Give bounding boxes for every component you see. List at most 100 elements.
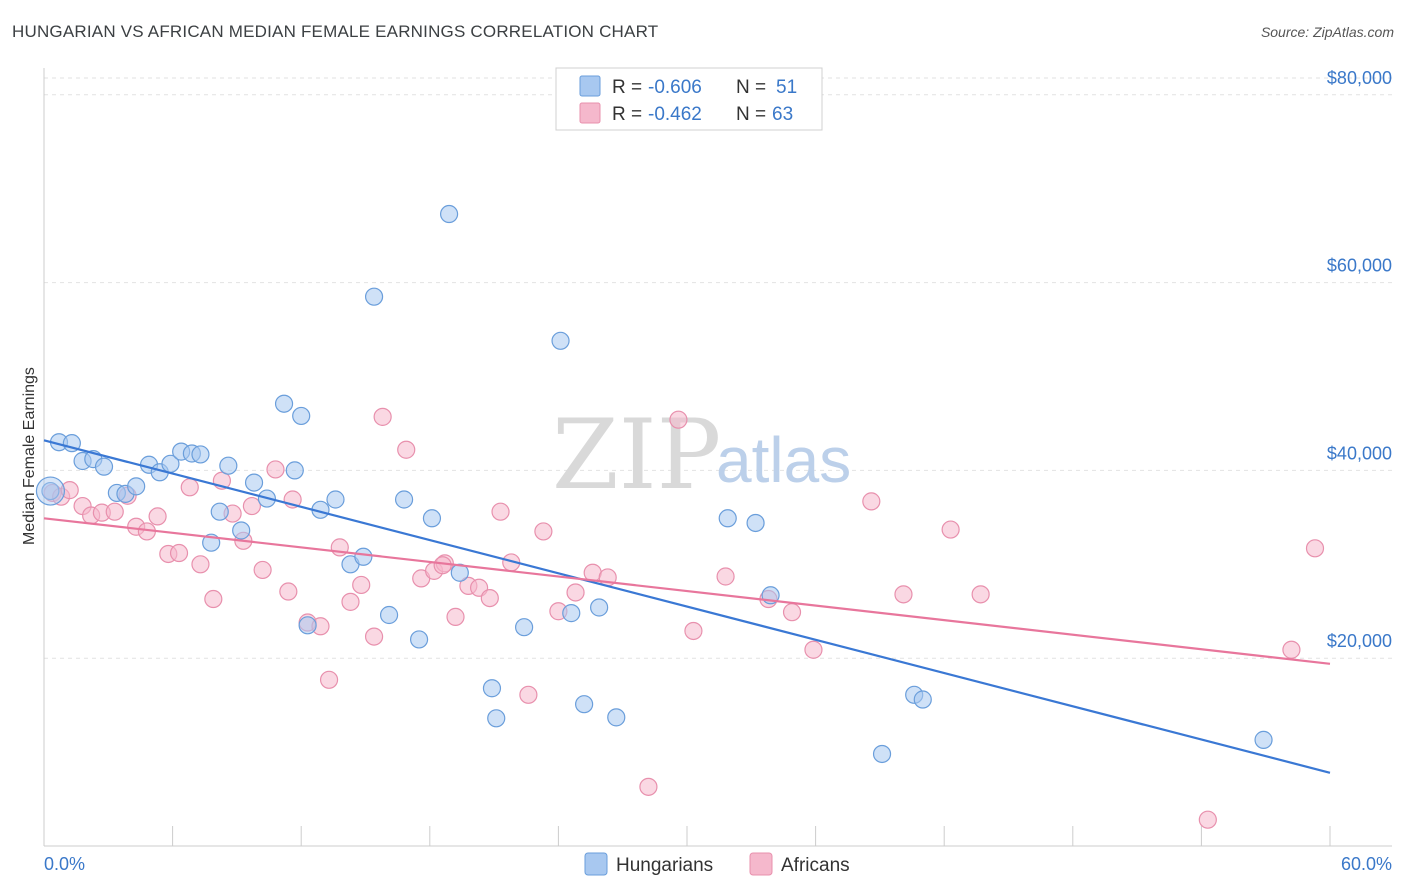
africans-point bbox=[639, 777, 658, 796]
bottom-legend-label-hungarians: Hungarians bbox=[616, 855, 713, 876]
africans-point bbox=[716, 567, 735, 586]
legend-n-value-2: 63 bbox=[772, 104, 793, 125]
hungarians-point bbox=[94, 457, 114, 476]
hungarians-point bbox=[422, 509, 442, 528]
africans-point bbox=[180, 478, 199, 497]
bottom-legend-label-africans: Africans bbox=[781, 855, 850, 876]
hungarians-point bbox=[590, 598, 609, 617]
africans-point bbox=[266, 460, 285, 479]
y-tick-labels: $20,000 $40,000 $60,000 $80,000 bbox=[1327, 68, 1392, 651]
watermark-zip: ZIP bbox=[552, 399, 721, 511]
africans-point bbox=[566, 583, 585, 602]
africans-point bbox=[242, 496, 262, 516]
x-tick-label-min: 0.0% bbox=[44, 854, 85, 874]
hungarians-point bbox=[244, 473, 264, 492]
watermark: ZIP atlas bbox=[552, 399, 851, 511]
africans-point bbox=[782, 603, 802, 622]
africans-point bbox=[279, 582, 298, 601]
legend-r-label-2: R = bbox=[612, 104, 642, 125]
bottom-legend: Hungarians Africans bbox=[584, 852, 850, 876]
y-tick-label: $60,000 bbox=[1327, 256, 1392, 276]
africans-point bbox=[1305, 539, 1325, 558]
hungarians-point bbox=[1254, 730, 1273, 749]
hungarians-point bbox=[607, 708, 626, 727]
legend-r-value-1: -0.606 bbox=[648, 77, 702, 98]
africans-point bbox=[480, 588, 499, 608]
legend-swatch-africans bbox=[579, 102, 601, 124]
hungarians-point bbox=[394, 490, 414, 509]
africans-point bbox=[534, 522, 553, 541]
africans-point bbox=[446, 607, 465, 626]
legend-n-label-1: N = bbox=[736, 77, 766, 98]
hungarians-point bbox=[219, 456, 238, 475]
hungarians-point bbox=[232, 521, 251, 540]
x-tick-label-max: 60.0% bbox=[1341, 854, 1392, 874]
hungarians-point bbox=[515, 618, 534, 637]
y-tick-label: $40,000 bbox=[1327, 443, 1392, 463]
legend: R = -0.606 N = 51 R = -0.462 N = 63 bbox=[555, 67, 823, 131]
hungarians-point bbox=[379, 605, 399, 625]
africans-point bbox=[1198, 810, 1217, 829]
hungarians-point bbox=[487, 709, 506, 728]
africans-point bbox=[491, 502, 510, 521]
africans-point bbox=[894, 585, 913, 604]
hungarians-point bbox=[210, 502, 229, 521]
hungarians-point-large bbox=[35, 476, 66, 506]
africans-point bbox=[1282, 640, 1301, 659]
y-tick-label: $20,000 bbox=[1327, 631, 1392, 651]
hungarians-point bbox=[292, 406, 311, 426]
hungarians-point bbox=[298, 616, 317, 635]
y-tick-label: $80,000 bbox=[1327, 68, 1392, 88]
hungarians-point bbox=[718, 509, 737, 528]
hungarians-point bbox=[482, 679, 502, 698]
africans-point bbox=[204, 589, 223, 609]
legend-r-value-2: -0.462 bbox=[648, 104, 702, 125]
bottom-legend-swatch-africans bbox=[749, 852, 773, 876]
africans-point bbox=[804, 640, 823, 659]
africans-point bbox=[105, 502, 124, 521]
africans-trend-line bbox=[43, 517, 1331, 665]
hungarians-point bbox=[274, 394, 294, 413]
legend-n-label-2: N = bbox=[736, 104, 766, 125]
chart-title: HUNGARIAN VS AFRICAN MEDIAN FEMALE EARNI… bbox=[12, 22, 659, 41]
y-axis-label: Median Female Earnings bbox=[21, 367, 38, 545]
africans-point bbox=[169, 543, 189, 563]
hungarians-point bbox=[354, 547, 373, 566]
africans-point bbox=[862, 492, 881, 511]
hungarians-point bbox=[872, 744, 892, 764]
hungarians-point bbox=[326, 490, 345, 509]
africans-point bbox=[319, 670, 339, 689]
hungarians-point bbox=[913, 690, 932, 709]
bottom-legend-swatch-hungarians bbox=[584, 852, 608, 876]
africans-point bbox=[341, 592, 360, 611]
x-ticks bbox=[43, 826, 1331, 846]
hungarians-point bbox=[551, 331, 570, 350]
hungarians-point bbox=[746, 513, 765, 533]
africans-point bbox=[191, 555, 210, 574]
axes bbox=[43, 68, 1392, 847]
trend-lines bbox=[43, 439, 1331, 774]
hungarians-point bbox=[127, 477, 146, 496]
hungarians-point bbox=[439, 204, 459, 224]
africans-point bbox=[941, 520, 960, 539]
hungarians-point bbox=[575, 695, 594, 714]
grid-lines bbox=[44, 77, 1392, 659]
watermark-atlas: atlas bbox=[716, 424, 851, 496]
africans-point bbox=[397, 440, 416, 459]
africans-point bbox=[352, 575, 371, 595]
africans-point bbox=[669, 410, 688, 429]
hungarians-point bbox=[562, 604, 581, 623]
africans-point bbox=[971, 585, 990, 604]
africans-point bbox=[684, 621, 703, 641]
hungarians-point bbox=[364, 287, 384, 306]
hungarians-point bbox=[285, 461, 304, 480]
africans-point bbox=[148, 507, 167, 526]
hungarians-point bbox=[191, 445, 210, 464]
africans-point bbox=[253, 560, 272, 580]
hungarians-point bbox=[41, 481, 60, 501]
chart-source: Source: ZipAtlas.com bbox=[1260, 24, 1394, 40]
legend-r-label-1: R = bbox=[612, 77, 642, 98]
africans-point bbox=[519, 685, 538, 704]
africans-point bbox=[373, 407, 392, 426]
